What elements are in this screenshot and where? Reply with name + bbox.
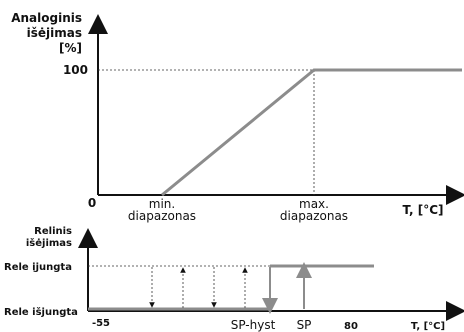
top-origin-label: 0 [88,196,96,210]
top-y-tick-100: 100 [63,63,88,77]
bottom-ylabel-line-1: Relinis [34,226,72,237]
bottom-ylabel-line-2: išėjimas [26,237,72,249]
max-range-label-line-1: max. [299,197,329,211]
analog-output-line [161,68,462,197]
top-ylabel-line-2: išėjimas [27,26,82,40]
min-range-label-line-2: diapazonas [128,209,196,223]
sp-hyst-label: SP-hyst [231,318,276,332]
relay-on-label: Rele įjungta [4,262,72,273]
analog-output-chart: Analoginis išėjimas [%] 100 0 min. diapa… [11,11,464,223]
bottom-xlabel: T, [°C] [411,321,445,332]
relay-off-label: Rele išjungta [4,306,78,318]
bottom-x-tick-80: 80 [344,321,358,332]
top-xlabel: T, [°C] [403,203,444,217]
sp-label: SP [297,318,312,332]
max-range-label-line-2: diapazonas [280,209,348,223]
min-range-label-line-1: min. [149,197,175,211]
bottom-x-start-label: -55 [92,318,110,329]
top-ylabel-line-3: [%] [59,41,82,55]
relay-output-chart: Relinis išėjimas Rele įjungta Rele išjun… [4,226,464,332]
top-ylabel-line-1: Analoginis [11,11,82,25]
